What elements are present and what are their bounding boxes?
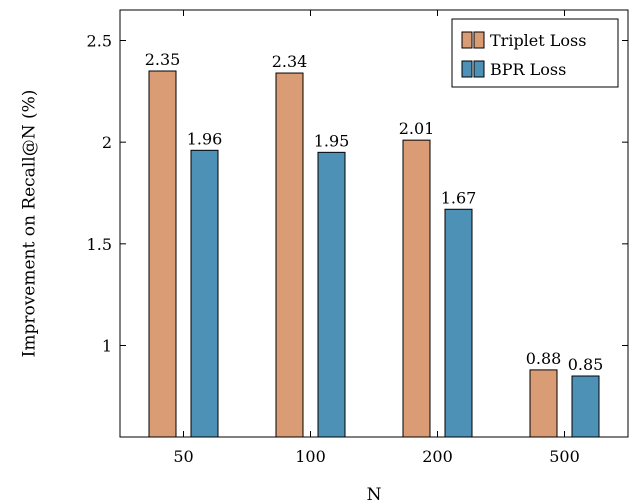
- legend-swatch-bpr-b: [473, 60, 485, 78]
- x-axis-label: N: [367, 485, 382, 504]
- legend-swatch-bpr-a: [461, 60, 473, 78]
- bar-triplet-100: [275, 72, 304, 438]
- data-label-triplet-50: 2.35: [145, 50, 181, 69]
- x-tick-label-500: 500: [549, 447, 580, 466]
- y-tick-label-1.5: 1.5: [87, 235, 112, 254]
- data-label-triplet-500: 0.88: [526, 349, 562, 368]
- legend: Triplet Loss BPR Loss: [451, 18, 619, 88]
- data-label-bpr-500: 0.85: [568, 355, 604, 374]
- legend-label-bpr: BPR Loss: [490, 60, 566, 79]
- data-label-bpr-200: 1.67: [441, 188, 477, 207]
- y-axis-label: Improvement on Recall@N (%): [20, 90, 40, 358]
- bar-triplet-500: [529, 369, 558, 438]
- data-label-triplet-200: 2.01: [399, 119, 435, 138]
- x-tick-label-100: 100: [295, 447, 326, 466]
- legend-swatch-triplet-a: [461, 31, 473, 49]
- y-tick-label-2.5: 2.5: [87, 32, 112, 51]
- x-tick-label-50: 50: [173, 447, 193, 466]
- data-label-triplet-100: 2.34: [272, 52, 308, 71]
- legend-label-triplet: Triplet Loss: [490, 31, 586, 50]
- bar-bpr-200: [444, 208, 473, 438]
- bar-bpr-100: [317, 151, 346, 438]
- legend-swatch-triplet-b: [473, 31, 485, 49]
- bar-triplet-50: [148, 70, 177, 438]
- data-label-bpr-100: 1.95: [314, 131, 350, 150]
- x-tick-label-200: 200: [422, 447, 453, 466]
- bars-layer: [148, 70, 600, 438]
- data-label-bpr-50: 1.96: [187, 129, 223, 148]
- bar-bpr-500: [571, 375, 600, 438]
- y-tick-label-1: 1: [102, 337, 112, 356]
- y-tick-label-2: 2: [102, 133, 112, 152]
- data-labels-layer: 2.35 1.96 2.34 1.95 2.01 1.67 0.88 0.85: [145, 50, 604, 374]
- bar-bpr-50: [190, 149, 219, 438]
- ticks-layer: 50 100 200 500 1 1.5 2 2.5: [87, 10, 628, 466]
- plot-frame: [119, 9, 629, 438]
- bar-triplet-200: [402, 139, 431, 438]
